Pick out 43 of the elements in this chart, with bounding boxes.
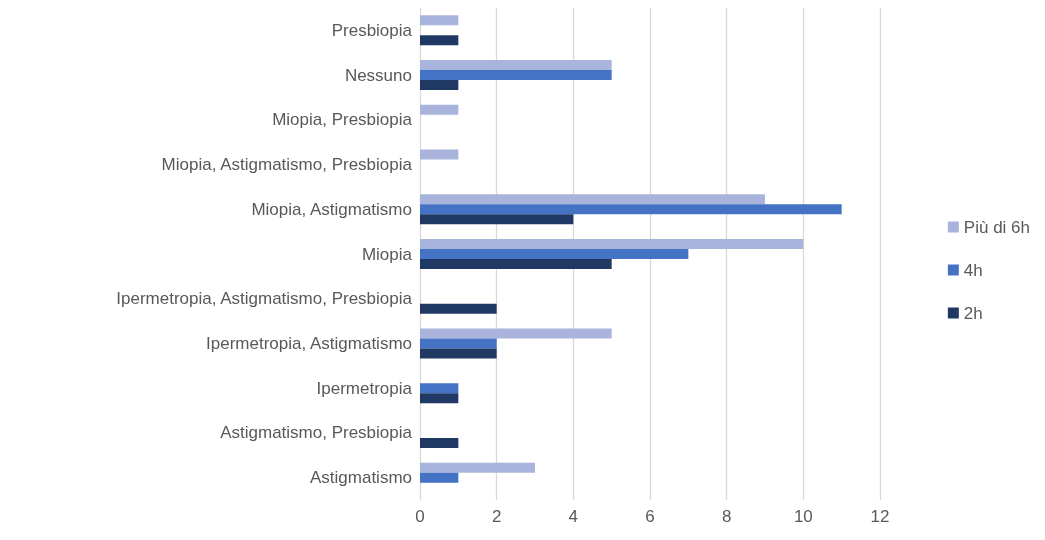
y-tick-label: Astigmatismo, Presbiopia: [220, 423, 413, 443]
bar: [420, 383, 459, 394]
bar: [420, 338, 497, 349]
legend-label: 4h: [963, 260, 983, 280]
y-tick-label: Miopia: [361, 244, 413, 264]
bar: [420, 437, 459, 448]
x-tick-label: 8: [721, 507, 732, 526]
bar: [420, 472, 459, 483]
bar: [420, 149, 459, 160]
bar: [420, 60, 612, 71]
x-tick-label: 12: [870, 507, 890, 526]
y-tick-label: Miopia, Presbiopia: [272, 110, 413, 130]
y-tick-label: Astigmatismo: [309, 468, 412, 488]
bar: [420, 194, 765, 205]
bar: [420, 393, 459, 404]
bar: [420, 15, 459, 26]
y-tick-label: Presbiopia: [331, 20, 413, 40]
x-tick-label: 0: [415, 507, 425, 526]
bar: [420, 104, 459, 115]
x-tick-label: 6: [645, 507, 655, 526]
legend-label: Più di 6h: [963, 217, 1031, 237]
x-tick-label: 2: [491, 507, 502, 526]
y-tick-label: Ipermetropia, Astigmatismo, Presbiopia: [116, 289, 413, 309]
bar: [420, 80, 459, 91]
bar: [420, 35, 459, 46]
bar: [420, 259, 612, 269]
x-tick-label: 10: [793, 507, 813, 526]
bar: [420, 239, 804, 249]
y-tick-label: Ipermetropia, Astigmatismo: [206, 333, 412, 353]
bar: [420, 70, 612, 81]
bar: [420, 214, 574, 225]
x-tick-label: 4: [568, 507, 579, 526]
bar: [420, 204, 842, 215]
y-tick-label: Miopia, Astigmatismo, Presbiopia: [161, 155, 413, 175]
y-tick-label: Nessuno: [344, 65, 412, 85]
bar: [420, 249, 689, 259]
bar: [420, 328, 612, 339]
y-tick-label: Ipermetropia: [316, 378, 413, 398]
y-tick-label: Miopia, Astigmatismo: [251, 199, 412, 219]
bar: [420, 303, 497, 314]
legend-label: 2h: [963, 303, 983, 323]
bar: [420, 462, 535, 473]
bar: [420, 348, 497, 359]
